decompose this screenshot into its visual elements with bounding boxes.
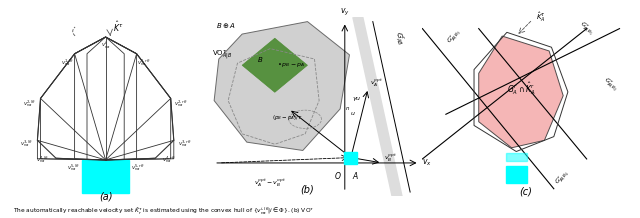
Polygon shape [242,38,307,92]
Text: $\hat{K}^{\tau}_{A}$: $\hat{K}^{\tau}_{A}$ [536,11,546,24]
Bar [82,160,129,193]
Text: $(p_B-p_A)/\tau$: $(p_B-p_A)/\tau$ [273,113,303,122]
Bar [506,153,527,161]
Text: (c): (c) [519,186,532,196]
Text: $v^{4,r\theta}_{na}$: $v^{4,r\theta}_{na}$ [162,155,176,165]
Text: $\hat{K}^{\tau}$: $\hat{K}^{\tau}$ [113,20,124,34]
Text: $A$: $A$ [351,170,358,181]
Text: $v^{1,r\theta}_{na}$: $v^{1,r\theta}_{na}$ [137,57,151,68]
Text: $B$: $B$ [257,54,263,63]
Text: $v^{opt}_A - v^{opt}_B$: $v^{opt}_A - v^{opt}_B$ [254,177,286,189]
Text: $G^r_{A|B_3}$: $G^r_{A|B_3}$ [446,27,463,46]
Polygon shape [479,36,563,148]
Text: $v^{2,l\theta}_{na}$: $v^{2,l\theta}_{na}$ [23,99,36,109]
Text: $B \oplus A$: $B \oplus A$ [216,21,236,30]
Bar [344,152,357,164]
Text: $v^{4,l\theta}_{na}$: $v^{4,l\theta}_{na}$ [36,155,49,165]
Text: $n$: $n$ [344,105,349,112]
Text: $v_x$: $v_x$ [422,158,431,168]
Text: (b): (b) [301,184,314,194]
Text: $v_y$: $v_y$ [340,7,349,18]
Text: $v^{opt}_{A}$: $v^{opt}_{A}$ [371,78,384,90]
Text: $G^r_{AB}$: $G^r_{AB}$ [392,30,408,47]
Text: $G^r_A \cap \hat{K}^r_A$: $G^r_A \cap \hat{K}^r_A$ [507,80,535,97]
Text: $\gamma u$: $\gamma u$ [352,95,361,102]
Text: $O$: $O$ [334,170,342,181]
Text: $v^{3,l\theta}_{na}$: $v^{3,l\theta}_{na}$ [20,138,33,148]
Text: $\mathrm{VO}^{\tau}_{A|B}$: $\mathrm{VO}^{\tau}_{A|B}$ [212,48,232,62]
Polygon shape [422,29,587,189]
Text: $G^r_{A|B_4}$: $G^r_{A|B_4}$ [554,168,572,187]
Text: $v^{t}_{na}$: $v^{t}_{na}$ [100,40,111,51]
Text: $v^{5,r\theta}_{na}$: $v^{5,r\theta}_{na}$ [131,162,145,173]
Text: $v^{1,l\theta}_{na}$: $v^{1,l\theta}_{na}$ [61,57,74,68]
Polygon shape [214,22,349,150]
Text: $v^{opt}_{B}$: $v^{opt}_{B}$ [385,153,397,164]
Text: $v^{2,r\theta}_{na}$: $v^{2,r\theta}_{na}$ [174,99,188,109]
Bar [506,166,527,183]
Text: $G^r_{A|B_1}$: $G^r_{A|B_1}$ [577,20,596,37]
Text: $G^r_{A|B_2}$: $G^r_{A|B_2}$ [601,76,620,93]
Text: $u$: $u$ [350,110,356,117]
Text: The automatically reachable velocity set $\hat{K}^{\tau}_r$ is estimated using t: The automatically reachable velocity set… [13,205,314,216]
Text: (a): (a) [99,192,113,202]
Text: $v^{5,l\theta}_{na}$: $v^{5,l\theta}_{na}$ [67,162,80,173]
Text: $\bullet\,p_B-p_A$: $\bullet\,p_B-p_A$ [277,61,305,69]
Text: $v^{3,r\theta}_{na}$: $v^{3,r\theta}_{na}$ [178,138,192,148]
